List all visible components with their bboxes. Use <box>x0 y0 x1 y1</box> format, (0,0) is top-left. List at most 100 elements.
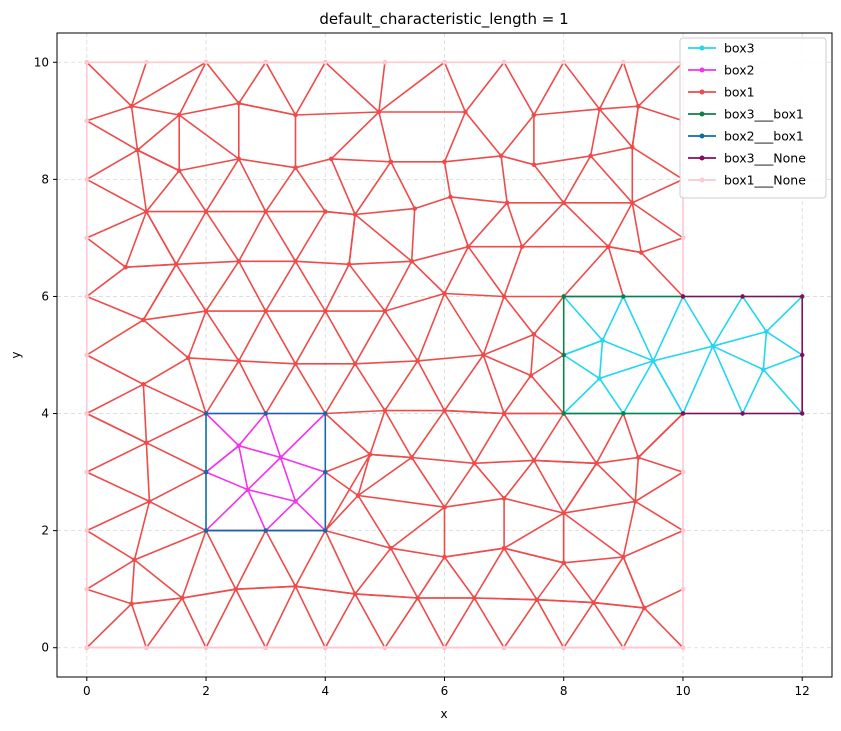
mesh-node <box>531 332 537 337</box>
mesh-node <box>144 60 149 65</box>
mesh-node <box>236 358 241 364</box>
mesh-node <box>84 177 90 182</box>
mesh-node <box>144 645 149 650</box>
legend-marker <box>699 133 705 139</box>
mesh-node <box>123 265 128 270</box>
mesh-node <box>352 361 358 366</box>
mesh-node <box>442 408 447 413</box>
x-tick-label: 0 <box>83 684 91 698</box>
mesh-node <box>141 382 146 387</box>
x-tick-label: 12 <box>795 684 810 698</box>
mesh-node <box>263 209 268 214</box>
mesh-node <box>680 587 686 592</box>
legend-box <box>679 37 827 199</box>
mesh-node <box>597 376 602 381</box>
mesh-node <box>293 165 298 170</box>
mesh-node <box>135 147 140 153</box>
series-box1-none <box>84 60 686 650</box>
mesh-node <box>621 60 626 65</box>
mesh-node <box>329 156 334 162</box>
mesh-node <box>141 317 146 323</box>
legend-label: box1 <box>724 85 755 100</box>
mesh-node <box>409 455 414 460</box>
mesh-node <box>84 469 90 475</box>
legend-label: box2 <box>724 63 755 78</box>
mesh-node <box>519 244 525 249</box>
mesh-node <box>323 645 328 650</box>
mesh-node <box>800 294 805 299</box>
mesh-node <box>233 587 238 592</box>
mesh-node <box>355 493 361 498</box>
y-tick-label: 10 <box>34 55 49 69</box>
mesh-node <box>630 200 635 205</box>
mesh-edge <box>348 111 535 266</box>
mesh-node <box>680 235 686 241</box>
legend-marker <box>699 177 705 183</box>
mesh-node <box>504 200 510 205</box>
mesh-node <box>346 262 352 267</box>
mesh-node <box>621 294 626 299</box>
mesh-node <box>129 601 134 606</box>
mesh-node <box>278 455 283 460</box>
mesh-node <box>501 546 507 551</box>
mesh-node <box>588 153 593 159</box>
mesh-node <box>498 153 504 159</box>
mesh-edge <box>145 210 523 312</box>
mesh-node <box>636 455 641 460</box>
legend-label: box1___None <box>724 173 806 188</box>
x-tick-label: 10 <box>675 684 690 698</box>
mesh-node <box>263 308 268 314</box>
mesh-node <box>84 352 90 358</box>
mesh-node <box>323 528 328 533</box>
mesh-node <box>415 358 420 364</box>
mesh-node <box>442 159 447 164</box>
mesh-node <box>680 411 686 416</box>
mesh-node <box>84 118 90 124</box>
mesh-node <box>448 194 453 200</box>
mesh-node <box>740 411 745 416</box>
mesh-node <box>800 352 805 358</box>
mesh-node <box>501 496 507 501</box>
legend-item: box3___None <box>688 151 806 166</box>
mesh-node <box>800 411 805 416</box>
mesh-node <box>382 645 388 650</box>
mesh-edge <box>146 102 392 216</box>
mesh-edge <box>562 295 683 355</box>
mesh-node <box>293 584 298 589</box>
mesh-edge <box>205 445 240 473</box>
legend-item: box2 <box>688 63 755 78</box>
mesh-node <box>680 528 686 533</box>
mesh-node <box>594 461 599 466</box>
mesh-node <box>463 109 468 115</box>
mesh-node <box>84 587 90 592</box>
mesh-node <box>534 597 540 602</box>
legend-marker <box>699 45 705 51</box>
mesh-node <box>442 505 447 510</box>
mesh-node <box>472 595 477 601</box>
mesh-node <box>352 212 358 217</box>
legend-label: box3___None <box>724 151 806 166</box>
mesh-node <box>382 308 388 314</box>
legend-label: box3___box1 <box>724 107 804 122</box>
mesh-edge <box>142 263 177 321</box>
mesh-node <box>236 443 241 448</box>
mesh-node <box>561 411 566 416</box>
mesh-node <box>203 209 209 214</box>
x-tick-label: 6 <box>441 684 449 698</box>
mesh-node <box>388 159 393 164</box>
mesh-node <box>84 294 90 299</box>
mesh-node <box>186 355 191 361</box>
x-tick-label: 2 <box>202 684 210 698</box>
mesh-node <box>561 645 566 650</box>
mesh-node <box>352 591 358 597</box>
legend-marker <box>699 89 705 95</box>
mesh-node <box>323 308 328 314</box>
mesh-edge <box>712 345 765 415</box>
chart-title: default_characteristic_length = 1 <box>319 10 568 29</box>
mesh-node <box>501 411 507 416</box>
mesh-node <box>680 469 686 475</box>
mesh-node <box>442 554 447 560</box>
x-axis-ticks: 0 2 4 6 8 10 12 <box>83 677 810 698</box>
mesh-edge <box>563 339 655 415</box>
mesh-node <box>680 645 686 650</box>
